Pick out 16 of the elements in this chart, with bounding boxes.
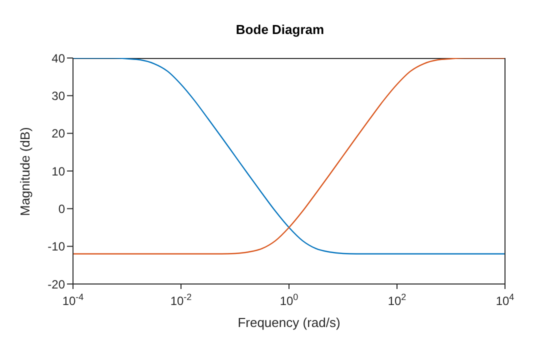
y-tick-label: 40 <box>52 51 66 66</box>
x-tick-label: 10$^{-2}$ <box>170 292 192 308</box>
x-tick-label: 10$^{4}$ <box>496 292 514 308</box>
y-tick-label: 30 <box>52 88 66 103</box>
y-tick-label: 20 <box>52 126 66 141</box>
y-tick-label: -10 <box>48 240 66 254</box>
y-tick-label: -20 <box>48 277 66 292</box>
y-tick-label: 0 <box>58 202 66 216</box>
x-tick-label: 10$^{-4}$ <box>62 292 84 308</box>
y-tick-label: 10 <box>52 164 66 178</box>
y-axis-title: Magnitude (dB) <box>18 127 33 216</box>
x-axis-title: Frequency (rad/s) <box>238 315 340 330</box>
x-tick-label: 10$^{0}$ <box>280 292 298 308</box>
x-tick-label: 10$^{2}$ <box>388 292 406 308</box>
line-series <box>73 58 505 254</box>
chart-title: Bode Diagram <box>234 22 326 37</box>
